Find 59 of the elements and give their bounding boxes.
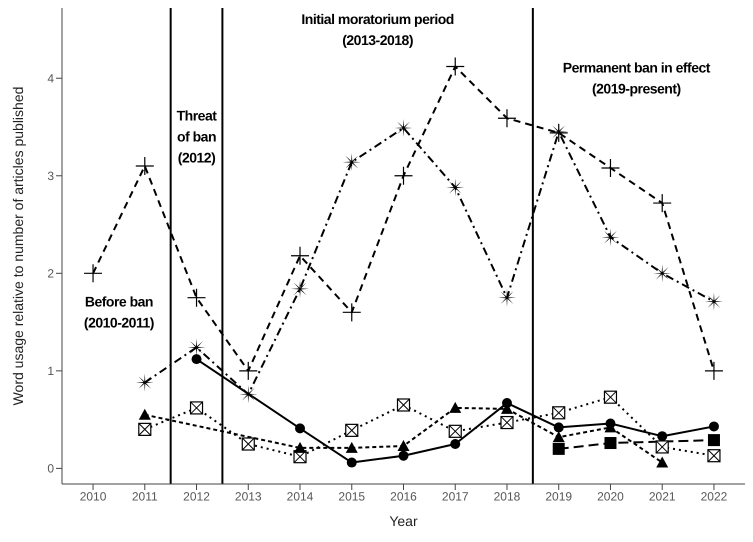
point bbox=[605, 418, 616, 429]
point bbox=[135, 156, 154, 176]
x-tick-label: 2017 bbox=[442, 490, 469, 504]
point bbox=[398, 450, 408, 461]
point bbox=[398, 440, 410, 451]
y-tick-label: 0 bbox=[47, 462, 54, 476]
point bbox=[83, 264, 103, 283]
x-tick-label: 2013 bbox=[234, 490, 262, 504]
x-tick-label: 2011 bbox=[132, 490, 158, 504]
point bbox=[238, 361, 258, 380]
x-tick-label: 2022 bbox=[700, 490, 728, 504]
x-tick-label: 2020 bbox=[597, 490, 624, 504]
point bbox=[656, 456, 668, 468]
annotation: Threat of ban (2012) bbox=[176, 108, 218, 166]
point bbox=[138, 408, 151, 420]
point bbox=[708, 434, 720, 446]
x-axis-title: Year bbox=[389, 513, 418, 529]
x-tick-label: 2016 bbox=[390, 490, 418, 504]
point bbox=[290, 246, 310, 266]
y-tick-label: 2 bbox=[47, 266, 54, 281]
x-tick-label: 2019 bbox=[545, 490, 572, 504]
annotation: Before ban (2010-2011) bbox=[84, 294, 154, 331]
point bbox=[657, 431, 668, 442]
x-tick-label: 2012 bbox=[183, 490, 210, 504]
point bbox=[346, 442, 358, 453]
x-tick-label: 2014 bbox=[286, 490, 314, 504]
point bbox=[552, 442, 565, 455]
point bbox=[450, 439, 460, 450]
point bbox=[704, 361, 724, 380]
y-tick-label: 3 bbox=[47, 169, 54, 184]
point bbox=[708, 421, 719, 432]
point bbox=[502, 398, 512, 408]
y-axis-title: Word usage relative to number of articles published bbox=[10, 86, 26, 406]
point bbox=[446, 56, 465, 76]
x-tick-label: 2010 bbox=[80, 490, 107, 504]
point bbox=[554, 422, 564, 432]
x-tick-label: 2021 bbox=[648, 490, 676, 504]
point bbox=[394, 166, 414, 186]
point bbox=[295, 423, 306, 434]
point bbox=[652, 193, 672, 213]
x-tick-label: 2015 bbox=[338, 490, 366, 504]
point bbox=[342, 153, 361, 172]
point bbox=[192, 354, 202, 364]
annotation: Permanent ban in effect (2019-present) bbox=[562, 60, 711, 97]
point bbox=[294, 442, 306, 453]
point bbox=[600, 158, 620, 178]
point bbox=[604, 437, 616, 450]
y-tick-label: 4 bbox=[47, 71, 54, 86]
point bbox=[239, 385, 258, 404]
point bbox=[342, 302, 362, 322]
x-tick-label: 2018 bbox=[494, 490, 521, 504]
point bbox=[449, 402, 462, 413]
point bbox=[653, 264, 672, 282]
annotation: Initial moratorium period (2013-2018) bbox=[301, 10, 454, 48]
point bbox=[552, 431, 565, 442]
point bbox=[497, 108, 517, 128]
point bbox=[186, 288, 206, 308]
point bbox=[346, 458, 357, 468]
y-tick-label: 1 bbox=[47, 364, 54, 378]
